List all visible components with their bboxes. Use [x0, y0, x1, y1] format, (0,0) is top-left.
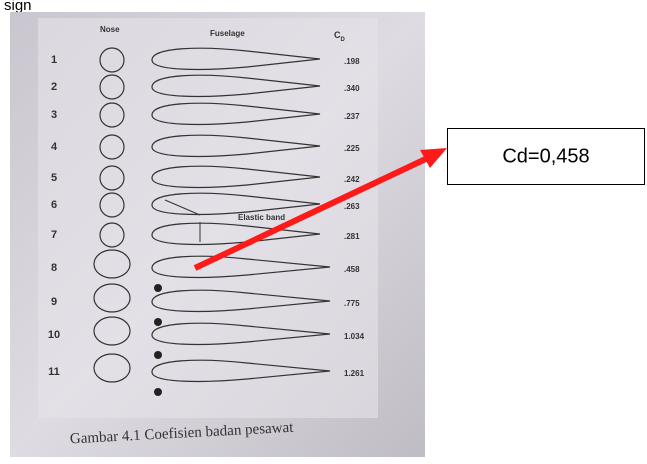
page-sheet: [38, 18, 378, 418]
wheel: [154, 388, 162, 396]
fuselage-shape: [151, 102, 321, 126]
nose-shape: [99, 102, 125, 128]
nose-shape: [99, 222, 125, 248]
fuselage-shape: [151, 134, 321, 158]
cd-value: .263: [344, 202, 360, 211]
wheel: [154, 318, 162, 326]
nose-shape: [99, 165, 125, 191]
cd-letter: C: [334, 30, 341, 40]
cd-value: .225: [344, 144, 360, 153]
row-number: 6: [51, 199, 57, 211]
cd-value: .198: [344, 57, 360, 66]
arrow-shaft: [193, 153, 434, 271]
fuselage-shape: [151, 47, 321, 71]
fuselage-shape: [151, 255, 331, 279]
arrow-head: [420, 148, 447, 168]
cd-value: .340: [344, 84, 360, 93]
cd-sub: D: [341, 37, 346, 43]
col-fuselage: Fuselage: [210, 29, 245, 38]
col-cd: CD: [334, 30, 346, 42]
cd-value: .242: [344, 175, 360, 184]
row-number: 8: [51, 262, 57, 274]
wheel: [154, 284, 162, 292]
row-number: 3: [51, 109, 57, 121]
cd-value: .281: [344, 232, 360, 241]
nose-shape: [99, 192, 125, 218]
fuselage-shape: [151, 222, 321, 246]
annotation-text: Cd=0,458: [502, 145, 589, 167]
nose-shape: [93, 283, 131, 313]
cd-value: .775: [344, 299, 360, 308]
nose-shape: [93, 249, 131, 279]
nose-shape: [99, 74, 125, 100]
col-nose: Nose: [100, 25, 120, 34]
cut-text: sign: [4, 0, 32, 14]
nose-shape: [99, 134, 125, 160]
nose-shape: [93, 353, 131, 383]
row-number: 9: [51, 296, 57, 308]
wheel: [154, 351, 162, 359]
nose-shape: [93, 316, 131, 346]
fuselage-shape: [151, 289, 331, 313]
row-number: 5: [51, 172, 57, 184]
fuselage-shape: [151, 74, 321, 98]
cd-value: .458: [344, 265, 360, 274]
row-number: 1: [51, 54, 57, 66]
fuselage-shape: [151, 322, 331, 346]
row-number: 2: [51, 81, 57, 93]
fuselage-shape: [151, 165, 321, 189]
fuselage-shape: [151, 192, 321, 216]
cd-value: 1.034: [344, 332, 365, 341]
rows: 1 .198 2 .340 3 .237 4 .225 5 .242 6 .263 7 .281 8 .458…: [48, 47, 365, 396]
row-number: 4: [51, 141, 58, 153]
elastic-label: Elastic band: [238, 213, 285, 222]
cd-value: .237: [344, 112, 360, 121]
fuselage-shape: [151, 359, 331, 383]
cd-value: 1.261: [344, 369, 365, 378]
elastic-pointer: [164, 199, 201, 216]
nose-shape: [99, 47, 125, 73]
annotation-box: [447, 128, 645, 185]
row-number: 11: [48, 366, 60, 378]
row-number: 10: [48, 329, 60, 341]
row-number: 7: [51, 229, 57, 241]
